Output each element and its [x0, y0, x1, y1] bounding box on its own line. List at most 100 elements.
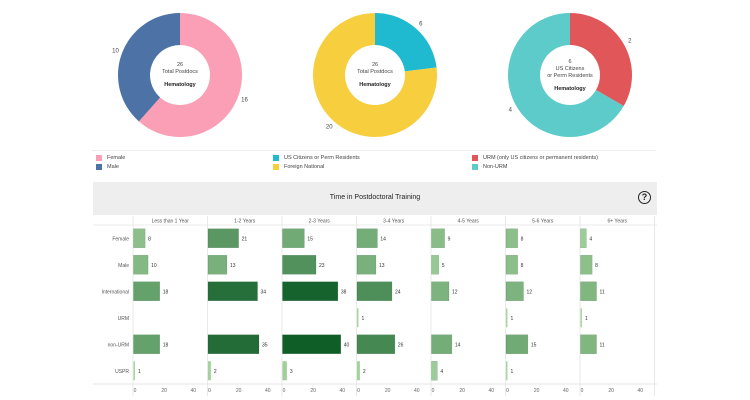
x-tick-label: 0	[432, 388, 435, 394]
bar-value-label: 8	[595, 263, 598, 269]
x-tick-label: 40	[414, 388, 420, 394]
bar-value-label: 15	[307, 236, 313, 242]
x-tick-label: 20	[608, 388, 614, 394]
center-caption: Total Postdocs	[162, 69, 198, 75]
bar[interactable]	[580, 308, 582, 328]
bar[interactable]	[356, 255, 377, 275]
x-tick-label: 40	[488, 388, 494, 394]
bar[interactable]	[505, 228, 518, 248]
bar[interactable]	[431, 228, 445, 248]
row-label: URM	[118, 316, 129, 322]
center-total-value: 26	[372, 62, 378, 68]
help-icon[interactable]: ?	[638, 191, 651, 204]
bar[interactable]	[431, 255, 440, 275]
bar[interactable]	[133, 255, 149, 275]
column-header: 4-5 Years	[458, 219, 480, 225]
column-header: Less than 1 Year	[152, 219, 190, 225]
bar[interactable]	[207, 255, 228, 275]
bar[interactable]	[506, 361, 508, 381]
bar[interactable]	[282, 255, 317, 275]
bar-value-label: 4	[440, 369, 443, 375]
bar[interactable]	[282, 334, 342, 354]
slice-value-label: 4	[509, 108, 513, 114]
legend-item-female[interactable]: Female	[96, 153, 125, 162]
x-tick-label: 20	[310, 388, 316, 394]
row-label: USPR	[115, 369, 129, 375]
bar[interactable]	[282, 361, 287, 381]
bar-value-label: 15	[531, 342, 537, 348]
bar-value-label: 1	[510, 369, 513, 375]
bar[interactable]	[505, 334, 529, 354]
bar[interactable]	[431, 361, 438, 381]
bar-value-label: 21	[242, 236, 248, 242]
bar[interactable]	[208, 361, 211, 381]
column-header: 5-6 Years	[532, 219, 554, 225]
column-header: 2-3 Years	[309, 219, 331, 225]
bar[interactable]	[357, 308, 359, 328]
x-tick-label: 0	[208, 388, 211, 394]
bar[interactable]	[133, 361, 135, 381]
bar[interactable]	[207, 334, 260, 354]
slice-value-label: 20	[326, 125, 333, 131]
bar[interactable]	[506, 308, 508, 328]
bar[interactable]	[505, 255, 518, 275]
legend-swatch	[96, 154, 102, 161]
legend-item-male[interactable]: Male	[96, 162, 125, 171]
donut-slice[interactable]	[118, 13, 180, 122]
bar[interactable]	[431, 334, 453, 354]
bar[interactable]	[207, 228, 239, 248]
column-header: 1-2 Years	[234, 219, 256, 225]
legend-item-non-urm[interactable]: Non-URM	[472, 162, 598, 171]
slice-value-label: 16	[241, 97, 248, 103]
bar[interactable]	[282, 281, 339, 301]
bar-value-label: 1	[585, 316, 588, 322]
bar-value-label: 4	[589, 236, 592, 242]
legend-item-urm[interactable]: URM (only US citizens or permanent resid…	[472, 153, 598, 162]
slice-value-label: 2	[628, 39, 632, 45]
x-tick-label: 0	[134, 388, 137, 394]
bar[interactable]	[580, 228, 587, 248]
bar[interactable]	[133, 281, 160, 301]
donut-slice[interactable]	[375, 13, 437, 72]
x-tick-label: 40	[339, 388, 345, 394]
bar[interactable]	[580, 281, 597, 301]
donut-slice[interactable]	[508, 13, 624, 137]
column-header: 6+ Years	[607, 219, 627, 225]
bar[interactable]	[505, 281, 524, 301]
legend-item-foreign-national[interactable]: Foreign National	[273, 162, 360, 171]
x-tick-label: 40	[265, 388, 271, 394]
row-label: International	[101, 289, 129, 295]
donut-gender: 16 10 26 Total Postdocs Hematology	[100, 0, 260, 150]
bar[interactable]	[357, 361, 360, 381]
bar[interactable]	[207, 281, 258, 301]
bar-value-label: 38	[341, 289, 347, 295]
center-total-value: 26	[177, 62, 183, 68]
bar[interactable]	[356, 228, 378, 248]
x-tick-label: 40	[637, 388, 643, 394]
bar-value-label: 13	[379, 263, 385, 269]
row-label: Female	[112, 236, 129, 242]
bar[interactable]	[356, 334, 396, 354]
bar-value-label: 18	[163, 342, 169, 348]
center-subtitle: Hematology	[554, 86, 586, 92]
panel-title: Time in Postdoctoral Training	[329, 194, 421, 201]
bar[interactable]	[431, 281, 450, 301]
center-caption: US Citizens	[556, 66, 585, 72]
slice-value-label: 10	[112, 49, 119, 55]
x-tick-label: 20	[534, 388, 540, 394]
bar[interactable]	[133, 228, 146, 248]
center-subtitle: Hematology	[359, 82, 391, 88]
bar[interactable]	[356, 281, 393, 301]
center-total-value: 6	[568, 59, 571, 65]
donut-slice[interactable]	[138, 13, 242, 137]
bar[interactable]	[580, 255, 593, 275]
bar[interactable]	[580, 334, 597, 354]
donut-slice[interactable]	[312, 13, 437, 137]
x-tick-label: 20	[236, 388, 242, 394]
legend-item-us-citizens[interactable]: US Citizens or Perm Residents	[273, 153, 360, 162]
bar[interactable]	[282, 228, 305, 248]
donut-slice[interactable]	[570, 13, 632, 106]
bar[interactable]	[133, 334, 160, 354]
legend-swatch	[273, 154, 279, 161]
